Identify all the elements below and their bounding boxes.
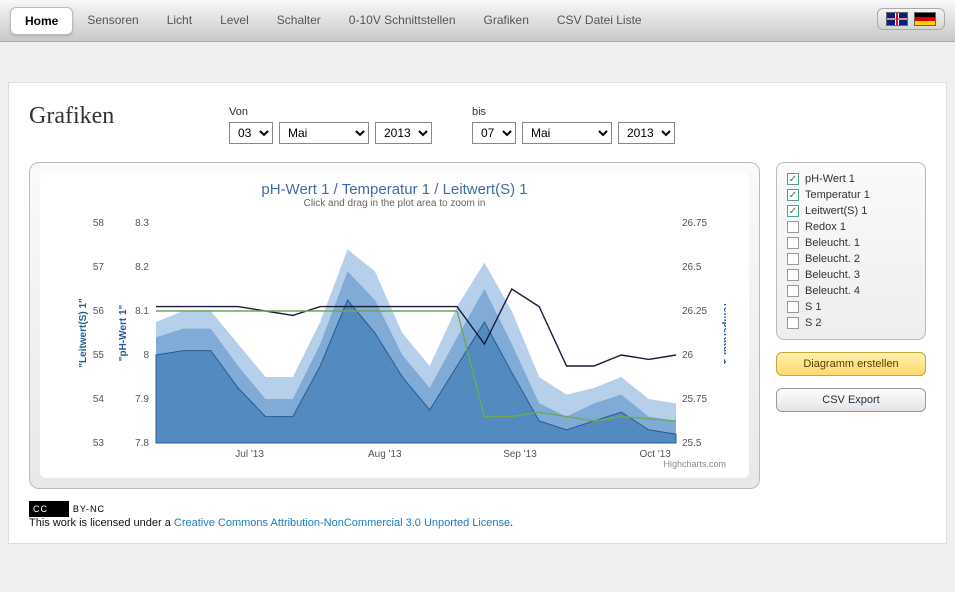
flag-de-icon[interactable]: [914, 12, 936, 26]
from-month-select[interactable]: Mai: [279, 122, 369, 144]
flag-uk-icon[interactable]: [886, 12, 908, 26]
series-label: Beleucht. 4: [805, 285, 860, 297]
from-day-select[interactable]: 03: [229, 122, 273, 144]
to-month-select[interactable]: Mai: [522, 122, 612, 144]
svg-text:25.5: 25.5: [682, 438, 702, 449]
series-toggle-ph-wert-1[interactable]: ✓ pH-Wert 1: [787, 171, 915, 187]
nav-tab-csv-datei-liste[interactable]: CSV Datei Liste: [543, 7, 656, 35]
series-label: Redox 1: [805, 221, 846, 233]
date-to-group: bis 07 Mai 2013: [472, 106, 675, 144]
date-from-group: Von 03 Mai 2013: [229, 106, 432, 144]
chart-panel: pH-Wert 1 / Temperatur 1 / Leitwert(S) 1…: [29, 162, 760, 489]
cc-badge-icon: CCBY-NC: [29, 501, 109, 517]
checkbox-icon: ✓: [787, 301, 799, 313]
license-text: This work is licensed under a Creative C…: [29, 517, 926, 529]
series-toggle-box: ✓ pH-Wert 1 ✓ Temperatur 1 ✓ Leitwert(S) 1 ✓ Re…: [776, 162, 926, 340]
to-day-select[interactable]: 07: [472, 122, 516, 144]
csv-export-button[interactable]: CSV Export: [776, 388, 926, 412]
svg-text:26.75: 26.75: [682, 218, 707, 229]
from-year-select[interactable]: 2013: [375, 122, 432, 144]
license-row: CCBY-NC This work is licensed under a Cr…: [29, 501, 926, 529]
series-label: Beleucht. 2: [805, 253, 860, 265]
series-toggle-beleucht-2[interactable]: ✓ Beleucht. 2: [787, 251, 915, 267]
svg-text:"pH-Wert 1": "pH-Wert 1": [118, 304, 129, 361]
chart-title: pH-Wert 1 / Temperatur 1 / Leitwert(S) 1: [46, 181, 743, 198]
checkbox-icon: ✓: [787, 285, 799, 297]
series-toggle-s-1[interactable]: ✓ S 1: [787, 299, 915, 315]
date-to-label: bis: [472, 106, 675, 118]
svg-text:Highcharts.com: Highcharts.com: [663, 459, 726, 469]
nav-tab-schalter[interactable]: Schalter: [263, 7, 335, 35]
series-label: Temperatur 1: [805, 189, 870, 201]
svg-text:Aug '13: Aug '13: [368, 449, 402, 460]
top-nav: HomeSensorenLichtLevelSchalter0-10V Schn…: [0, 0, 955, 42]
checkbox-icon: ✓: [787, 317, 799, 329]
series-label: Beleucht. 3: [805, 269, 860, 281]
nav-tab-home[interactable]: Home: [10, 7, 73, 35]
svg-text:25.75: 25.75: [682, 394, 707, 405]
svg-text:56: 56: [93, 306, 105, 317]
series-toggle-leitwert-s-1[interactable]: ✓ Leitwert(S) 1: [787, 203, 915, 219]
nav-tabs: HomeSensorenLichtLevelSchalter0-10V Schn…: [10, 7, 656, 35]
date-range-row: Von 03 Mai 2013 bis 07 Mai 2013: [229, 106, 926, 144]
create-chart-button[interactable]: Diagramm erstellen: [776, 352, 926, 376]
series-toggle-beleucht-4[interactable]: ✓ Beleucht. 4: [787, 283, 915, 299]
page-title: Grafiken: [29, 103, 114, 130]
svg-text:7.8: 7.8: [135, 438, 149, 449]
svg-text:8.2: 8.2: [135, 262, 149, 273]
series-label: S 2: [805, 317, 822, 329]
series-toggle-beleucht-1[interactable]: ✓ Beleucht. 1: [787, 235, 915, 251]
nav-tab-level[interactable]: Level: [206, 7, 263, 35]
date-from-label: Von: [229, 106, 432, 118]
checkbox-icon: ✓: [787, 173, 799, 185]
series-toggle-s-2[interactable]: ✓ S 2: [787, 315, 915, 331]
svg-text:26.5: 26.5: [682, 262, 702, 273]
svg-text:26.25: 26.25: [682, 306, 707, 317]
side-panel: ✓ pH-Wert 1 ✓ Temperatur 1 ✓ Leitwert(S) 1 ✓ Re…: [776, 162, 926, 489]
series-toggle-temperatur-1[interactable]: ✓ Temperatur 1: [787, 187, 915, 203]
language-switcher: [877, 8, 945, 30]
series-label: Leitwert(S) 1: [805, 205, 867, 217]
chart-subtitle: Click and drag in the plot area to zoom …: [46, 198, 743, 209]
nav-tab-licht[interactable]: Licht: [153, 7, 206, 35]
svg-text:55: 55: [93, 350, 105, 361]
nav-tab-grafiken[interactable]: Grafiken: [470, 7, 543, 35]
svg-text:8.3: 8.3: [135, 218, 149, 229]
series-toggle-beleucht-3[interactable]: ✓ Beleucht. 3: [787, 267, 915, 283]
checkbox-icon: ✓: [787, 253, 799, 265]
svg-text:58: 58: [93, 218, 105, 229]
nav-tab-sensoren[interactable]: Sensoren: [73, 7, 152, 35]
checkbox-icon: ✓: [787, 189, 799, 201]
nav-tab-0-10v-schnittstellen[interactable]: 0-10V Schnittstellen: [335, 7, 470, 35]
series-label: pH-Wert 1: [805, 173, 855, 185]
svg-text:Sep '13: Sep '13: [503, 449, 537, 460]
to-year-select[interactable]: 2013: [618, 122, 675, 144]
svg-text:Jul '13: Jul '13: [235, 449, 264, 460]
svg-text:54: 54: [93, 394, 105, 405]
svg-text:8.1: 8.1: [135, 306, 149, 317]
svg-text:8: 8: [143, 350, 149, 361]
svg-text:26: 26: [682, 350, 694, 361]
checkbox-icon: ✓: [787, 205, 799, 217]
series-toggle-redox-1[interactable]: ✓ Redox 1: [787, 219, 915, 235]
svg-text:"Temperatur 1": "Temperatur 1": [721, 297, 726, 369]
checkbox-icon: ✓: [787, 269, 799, 281]
main-row: pH-Wert 1 / Temperatur 1 / Leitwert(S) 1…: [29, 162, 926, 489]
series-label: S 1: [805, 301, 822, 313]
content: Grafiken Von 03 Mai 2013 bis 07 Mai 2013: [8, 82, 947, 544]
series-label: Beleucht. 1: [805, 237, 860, 249]
chart-inner: pH-Wert 1 / Temperatur 1 / Leitwert(S) 1…: [40, 173, 749, 478]
svg-text:"Leitwert(S) 1": "Leitwert(S) 1": [78, 298, 89, 368]
license-link[interactable]: Creative Commons Attribution-NonCommerci…: [174, 517, 510, 529]
svg-text:7.9: 7.9: [135, 394, 149, 405]
checkbox-icon: ✓: [787, 221, 799, 233]
checkbox-icon: ✓: [787, 237, 799, 249]
svg-text:53: 53: [93, 438, 105, 449]
chart-plot[interactable]: 53 54 55 56 57 58 "Leitwert(S) 1" 7.8 7.9 8 8.1 8.2…: [46, 213, 726, 473]
svg-text:57: 57: [93, 262, 105, 273]
